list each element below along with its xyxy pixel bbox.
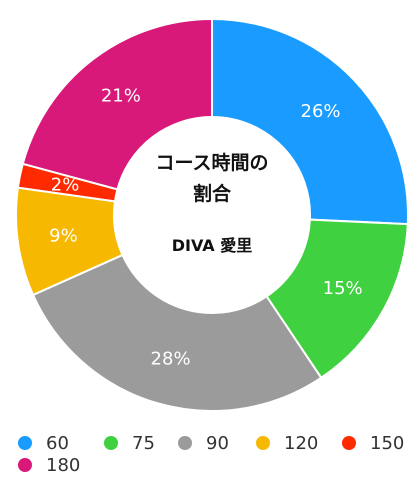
center-title-line-1: コース時間の — [155, 152, 268, 174]
legend-item-150[interactable]: 150 — [342, 432, 404, 454]
percent-labels-group: 26% 15% 28% 9% 2% 21% — [49, 85, 362, 369]
legend-label-150: 150 — [370, 432, 405, 454]
legend-dot-90 — [178, 436, 192, 450]
legend-dot-150 — [342, 436, 356, 450]
slice-label-90: 28% — [151, 349, 191, 370]
center-title-line-2: 割合 — [193, 182, 232, 205]
slice-label-75: 15% — [323, 278, 363, 299]
legend-item-180[interactable]: 180 — [18, 454, 80, 476]
donut-hole — [114, 117, 310, 313]
legend-label-120: 120 — [284, 432, 319, 454]
legend-label-75: 75 — [132, 432, 155, 454]
center-subtitle: DIVA 愛里 — [172, 236, 253, 255]
legend-item-90[interactable]: 90 — [178, 432, 229, 454]
slice-label-120: 9% — [49, 225, 78, 246]
legend-dot-60 — [18, 436, 32, 450]
legend-dot-120 — [256, 436, 270, 450]
slice-label-60: 26% — [301, 101, 341, 122]
chart-svg: 26% 15% 28% 9% 2% 21% コース時間の 割合 DIVA 愛里 — [15, 17, 409, 412]
slice-label-180: 21% — [101, 85, 141, 106]
legend-label-90: 90 — [206, 432, 229, 454]
legend-item-60[interactable]: 60 — [18, 432, 69, 454]
slices-group — [15, 17, 409, 412]
legend-label-180: 180 — [46, 454, 81, 476]
legend-label-60: 60 — [46, 432, 69, 454]
legend-dot-75 — [104, 436, 118, 450]
legend-item-120[interactable]: 120 — [256, 432, 318, 454]
legend-item-75[interactable]: 75 — [104, 432, 155, 454]
legend-dot-180 — [18, 458, 32, 472]
slice-label-150: 2% — [51, 174, 80, 195]
legend: 60 75 90 120 150 180 — [18, 432, 408, 476]
